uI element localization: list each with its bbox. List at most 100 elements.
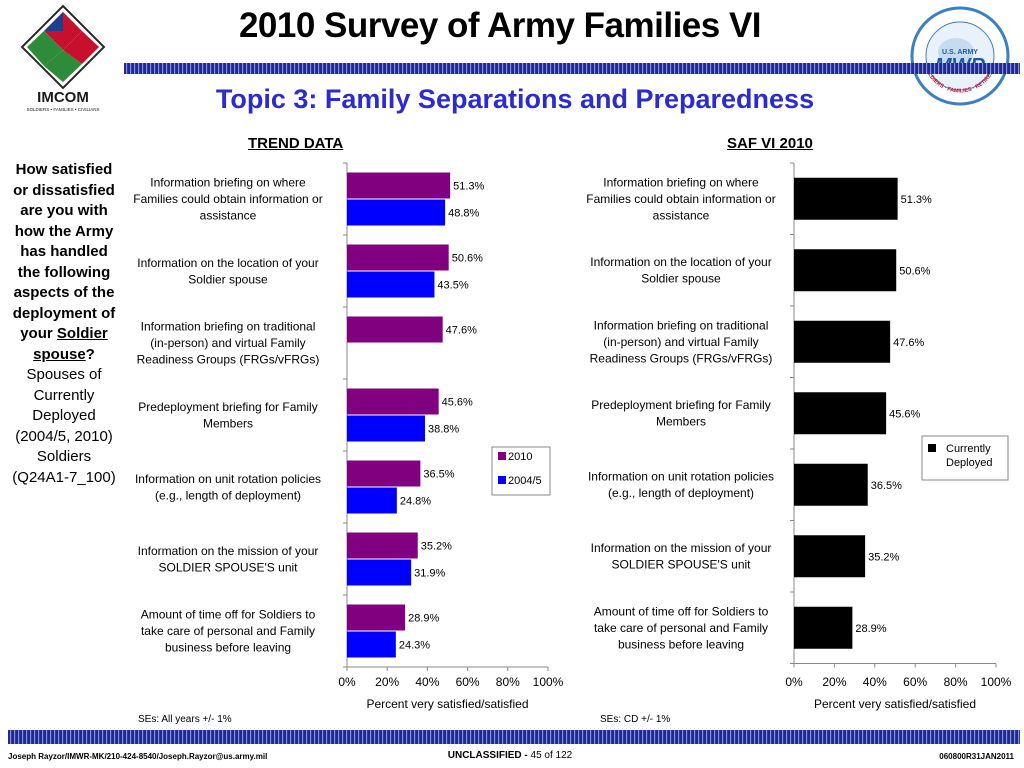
- trend-bar: [347, 172, 451, 199]
- trend-data-label: 43.5%: [437, 280, 468, 292]
- trend-data-label: 50.6%: [452, 253, 483, 265]
- question-underlined-text: Soldier spouse: [33, 325, 108, 363]
- trend-category-label: business before leaving: [165, 641, 291, 655]
- trend-legend-swatch: [498, 476, 506, 484]
- trend-x-tick-label: 20%: [375, 675, 399, 689]
- saf-category-label: business before leaving: [618, 637, 744, 651]
- trend-data-label: 31.9%: [414, 568, 445, 580]
- saf-category-label: Information briefing on where: [603, 175, 759, 189]
- trend-data-label: 28.9%: [408, 613, 439, 625]
- saf-bar: [794, 392, 887, 435]
- trend-data-label: 45.6%: [442, 397, 473, 409]
- trend-x-tick-label: 40%: [415, 675, 439, 689]
- trend-x-tick-label: 100%: [533, 675, 564, 689]
- trend-bar: [347, 460, 421, 487]
- trend-bar: [347, 244, 449, 271]
- trend-bar: [347, 316, 443, 343]
- trend-legend-swatch: [498, 452, 506, 460]
- trend-x-tick-label: 0%: [338, 675, 356, 689]
- trend-category-label: Readiness Groups (FRGs/vFRGs): [137, 353, 320, 367]
- saf-category-label: Members: [656, 415, 706, 429]
- saf-data-label: 28.9%: [855, 623, 886, 635]
- saf-legend-swatch: [928, 444, 936, 452]
- imcom-logo-text: IMCOM: [37, 89, 89, 106]
- trend-bar: [347, 199, 446, 226]
- saf-data-label: 50.6%: [899, 265, 930, 277]
- saf-data-label: 35.2%: [868, 551, 899, 563]
- trend-category-label: Information on unit rotation policies: [135, 472, 321, 486]
- saf-legend-label: Currently: [946, 443, 991, 455]
- imcom-logo-icon: IMCOM SOLDIERS • FAMILIES • CIVILIANS: [16, 4, 110, 114]
- trend-bar: [347, 415, 425, 442]
- page-subtitle: Topic 3: Family Separations and Prepared…: [215, 84, 815, 114]
- trend-bar: [347, 271, 435, 298]
- saf-x-tick-label: 0%: [785, 675, 803, 689]
- page-title: 2010 Survey of Army Families VI: [238, 6, 762, 45]
- trend-category-label: Members: [203, 416, 253, 430]
- trend-data-label: 51.3%: [453, 181, 484, 193]
- saf-x-tick-label: 20%: [822, 675, 846, 689]
- saf-bar: [794, 177, 898, 220]
- question-population: Spouses of Currently Deployed (2004/5, 2…: [12, 366, 116, 486]
- trend-bar: [347, 604, 406, 631]
- footer-code: 060800R31JAN2011: [939, 752, 1014, 761]
- saf-category-label: Soldier spouse: [641, 272, 721, 286]
- trend-category-label: Information briefing on where: [150, 176, 306, 190]
- saf-data-label: 51.3%: [901, 194, 932, 206]
- saf-category-label: Families could obtain information or: [586, 192, 775, 206]
- trend-data-label: 47.6%: [446, 325, 477, 337]
- saf-se-note: SEs: CD +/- 1%: [600, 714, 671, 725]
- trend-category-label: Predeployment briefing for Family: [138, 400, 317, 414]
- trend-legend-label: 2010: [508, 451, 532, 463]
- trend-legend-label: 2004/5: [508, 475, 542, 487]
- army-mwr-logo-icon: U.S. ARMY MWR SOLDIERS · FAMILIES · RETI…: [906, 0, 1012, 108]
- saf-category-label: assistance: [653, 208, 710, 222]
- trend-category-label: assistance: [200, 209, 257, 223]
- saf-x-tick-label: 60%: [903, 675, 927, 689]
- trend-category-label: (in-person) and virtual Family: [150, 336, 305, 350]
- saf-category-label: Amount of time off for Soldiers to: [594, 604, 769, 618]
- saf-x-tick-label: 40%: [863, 675, 887, 689]
- trend-x-tick-label: 60%: [456, 675, 480, 689]
- saf-bar: [794, 249, 897, 292]
- trend-bar: [347, 532, 418, 559]
- trend-bar: [347, 559, 412, 586]
- trend-data-label: 38.8%: [428, 424, 459, 436]
- saf-x-tick-label: 100%: [981, 675, 1012, 689]
- trend-bar: [347, 631, 396, 658]
- saf-bar: [794, 320, 891, 363]
- saf-category-label: Readiness Groups (FRGs/vFRGs): [590, 351, 773, 365]
- saf-category-label: SOLDIER SPOUSE'S unit: [611, 558, 751, 572]
- saf-x-tick-label: 80%: [944, 675, 968, 689]
- saf-legend-box: [921, 435, 1009, 481]
- saf-data-label: 36.5%: [871, 480, 902, 492]
- footer-contact: Joseph Rayzor/IMWR-MK/210-424-8540/Josep…: [8, 752, 268, 761]
- saf-category-label: Information on the location of your: [590, 255, 771, 269]
- trend-category-label: Information briefing on traditional: [141, 320, 316, 334]
- saf-chart-title: SAF VI 2010: [727, 135, 813, 152]
- mwr-logo-top-text: U.S. ARMY: [942, 49, 978, 56]
- trend-category-label: Amount of time off for Soldiers to: [141, 608, 316, 622]
- saf-category-label: Information briefing on traditional: [594, 318, 769, 332]
- saf-category-label: Predeployment briefing for Family: [591, 398, 770, 412]
- saf-category-label: Information on unit rotation policies: [588, 470, 774, 484]
- trend-data-label: 24.3%: [399, 640, 430, 652]
- saf-category-label: Information on the mission of your: [591, 541, 772, 555]
- saf-category-label: take care of personal and Family: [594, 621, 768, 635]
- saf-data-label: 45.6%: [889, 408, 920, 420]
- trend-data-label: 36.5%: [423, 469, 454, 481]
- trend-category-label: Information on the mission of your: [138, 544, 319, 558]
- trend-category-label: Families could obtain information or: [133, 192, 322, 206]
- imcom-logo-tagline: SOLDIERS • FAMILIES • CIVILIANS: [27, 107, 100, 112]
- trend-data-label: 35.2%: [421, 541, 452, 553]
- saf-category-label: (e.g., length of deployment): [608, 486, 754, 500]
- saf-bar: [794, 535, 866, 578]
- trend-se-note: SEs: All years +/- 1%: [138, 714, 232, 725]
- trend-chart-title: TREND DATA: [248, 135, 344, 152]
- saf-bar: [794, 463, 868, 506]
- saf-category-label: (in-person) and virtual Family: [603, 335, 758, 349]
- saf-data-label: 47.6%: [893, 337, 924, 349]
- trend-data-label: 48.8%: [448, 208, 479, 220]
- trend-category-label: take care of personal and Family: [141, 624, 315, 638]
